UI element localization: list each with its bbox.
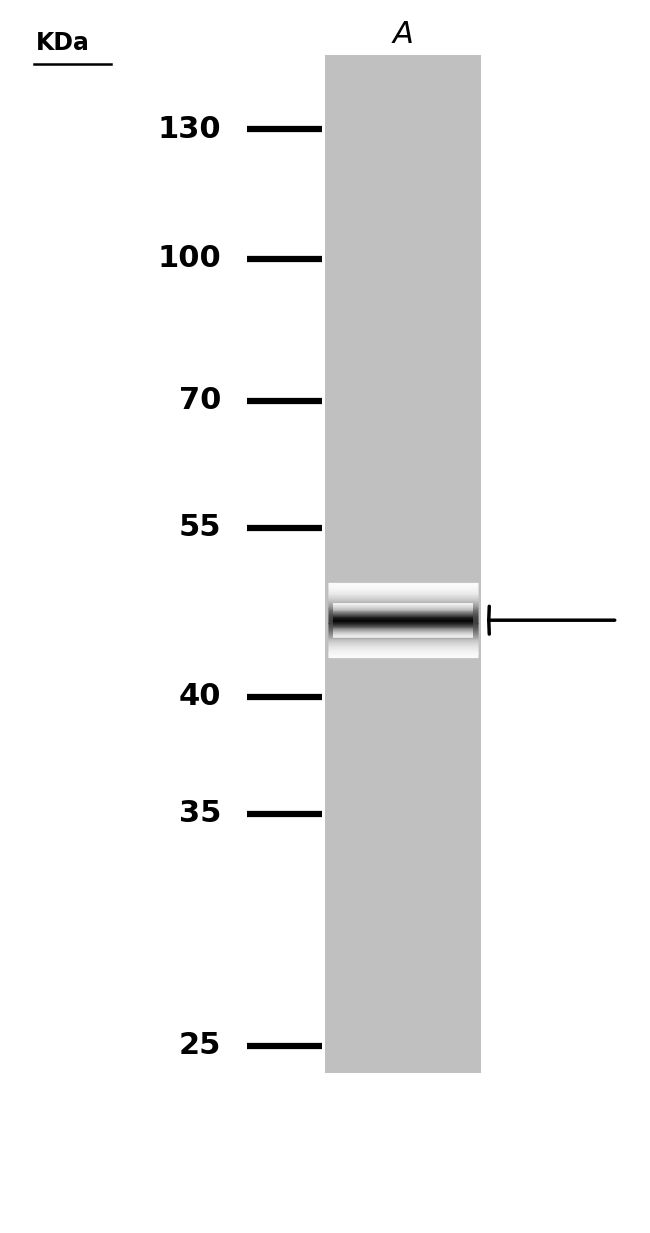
Bar xyxy=(325,55,481,1073)
Text: KDa: KDa xyxy=(36,31,90,55)
Text: 70: 70 xyxy=(179,386,221,416)
Text: 25: 25 xyxy=(179,1031,221,1060)
Text: 100: 100 xyxy=(157,244,221,274)
Text: 130: 130 xyxy=(157,115,221,144)
Text: 55: 55 xyxy=(179,513,221,543)
Text: 35: 35 xyxy=(179,799,221,829)
Text: 40: 40 xyxy=(179,682,221,711)
Text: A: A xyxy=(393,20,413,49)
